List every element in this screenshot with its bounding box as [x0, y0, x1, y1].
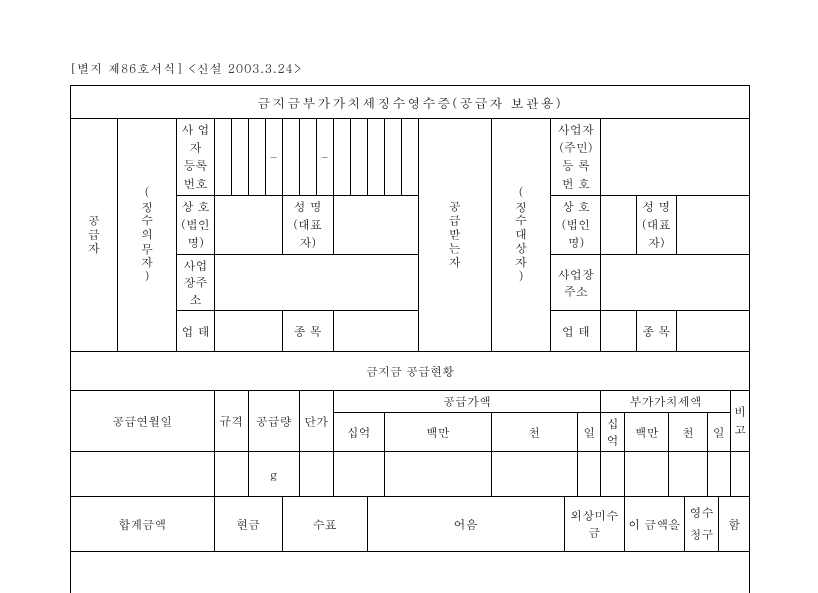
reg-digit: [350, 119, 367, 196]
supplier-label: 공급자: [71, 119, 118, 352]
data-amt-4: [578, 452, 601, 497]
recipient-biz-label: 업 태: [551, 311, 601, 352]
col-note: 비고: [730, 391, 749, 452]
recipient-reg-value: [601, 119, 750, 196]
supplier-rep-value: [333, 196, 418, 255]
col-spec: 규격: [214, 391, 248, 452]
reg-digit: [248, 119, 265, 196]
col-d4: 일: [707, 413, 730, 452]
col-d3: 천: [491, 413, 578, 452]
recipient-rep-label: 성 명(대표자): [636, 196, 676, 255]
col-qty: 공급량: [248, 391, 299, 452]
recipient-item-label: 종 목: [636, 311, 676, 352]
supplier-item-value: [333, 311, 418, 352]
data-vat-4: [707, 452, 730, 497]
reg-digit: [333, 119, 350, 196]
col-d2: 백만: [624, 413, 668, 452]
data-qty: g: [248, 452, 299, 497]
supplier-item-label: 종 목: [282, 311, 333, 352]
pay-total-label: 합계금액: [71, 497, 215, 552]
reg-digit: [214, 119, 231, 196]
data-vat-1: [601, 452, 624, 497]
pay-check-label: 수표: [282, 497, 367, 552]
recipient-obligor-label: (징수대상자): [491, 119, 551, 352]
recipient-label: 공급받는자: [418, 119, 491, 352]
supplier-name-label: 상 호(법인명): [177, 196, 214, 255]
reg-digit: [299, 119, 316, 196]
receipt-form-table: 금지금부가가치세징수영수증(공급자 보관용) 공급자 (징수의무자) 사 업 자…: [70, 85, 750, 593]
data-amt-2: [384, 452, 491, 497]
supplier-biz-value: [214, 311, 282, 352]
data-unit: [299, 452, 333, 497]
col-d3: 천: [669, 413, 707, 452]
pay-amt-text: 이 금액을: [624, 497, 684, 552]
recipient-biz-value: [601, 311, 636, 352]
col-d1: 십억: [601, 413, 624, 452]
data-note: [730, 452, 749, 497]
recipient-addr-value: [601, 255, 750, 311]
pay-ham: 함: [719, 497, 750, 552]
recipient-name-label: 상 호(법인명): [551, 196, 601, 255]
col-d2: 백만: [384, 413, 491, 452]
pay-bill-label: 어음: [367, 497, 564, 552]
reg-digit: [282, 119, 299, 196]
pay-credit-label: 외상미수금: [564, 497, 624, 552]
reg-digit: [401, 119, 418, 196]
recipient-addr-label: 사업장주소: [551, 255, 601, 311]
col-unit: 단가: [299, 391, 333, 452]
data-amt-3: [491, 452, 578, 497]
pay-receipt-claim: 영수청구: [684, 497, 718, 552]
supplier-name-value: [214, 196, 282, 255]
form-title: 금지금부가가치세징수영수증(공급자 보관용): [71, 86, 750, 119]
col-supply-amt: 공급가액: [333, 391, 601, 413]
col-vat: 부가가치세액: [601, 391, 730, 413]
pay-cash-label: 현금: [214, 497, 282, 552]
supplier-rep-label: 성 명(대표자): [282, 196, 333, 255]
reg-digit: [231, 119, 248, 196]
supplier-biz-label: 업 태: [177, 311, 214, 352]
data-vat-2: [624, 452, 668, 497]
recipient-name-value: [601, 196, 636, 255]
recipient-item-value: [676, 311, 749, 352]
form-header: [별지 제86호서식] <신설 2003.3.24>: [70, 60, 748, 77]
reg-dash: –: [265, 119, 282, 196]
footer-blank: [71, 552, 750, 593]
data-spec: [214, 452, 248, 497]
data-vat-3: [669, 452, 707, 497]
col-d1: 십억: [333, 413, 384, 452]
data-amt-1: [333, 452, 384, 497]
supplier-obligor-label: (징수의무자): [117, 119, 177, 352]
recipient-reg-label: 사업자(주민)등 록 번 호: [551, 119, 601, 196]
supplier-addr-label: 사업장주소: [177, 255, 214, 311]
reg-digit: [367, 119, 384, 196]
recipient-rep-value: [676, 196, 749, 255]
col-d4: 일: [578, 413, 601, 452]
reg-dash: –: [316, 119, 333, 196]
data-date: [71, 452, 215, 497]
col-date: 공급연월일: [71, 391, 215, 452]
supplier-addr-value: [214, 255, 418, 311]
reg-digit: [384, 119, 401, 196]
supplier-reg-label: 사 업 자등록번호: [177, 119, 214, 196]
supply-section-title: 금지금 공급현황: [71, 352, 750, 391]
